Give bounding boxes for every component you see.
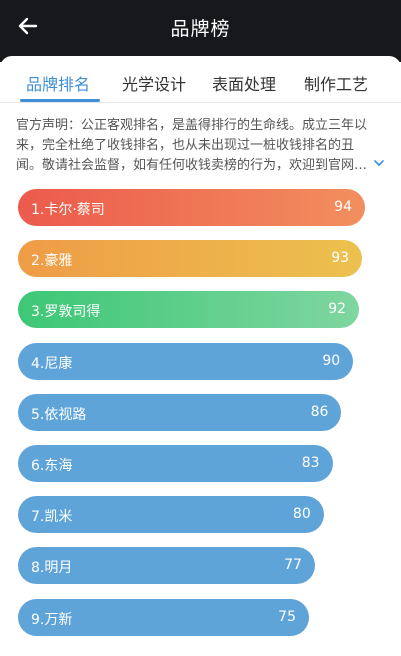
brand-name: 5.依视路 (31, 406, 87, 423)
brand-score: 94 (334, 199, 352, 215)
brand-score: 92 (328, 301, 347, 318)
ranking-bar[interactable]: 3.罗敦司得 92 (18, 291, 360, 329)
ranking-bar[interactable]: 4.尼康 90 (18, 342, 354, 380)
brand-name: 3.罗敦司得 (31, 304, 101, 321)
top-app-bar: 品牌榜 (0, 0, 401, 62)
tab-brand-ranking[interactable]: 品牌排名 (26, 75, 91, 94)
brand-name: 1.卡尔·蔡司 (31, 202, 105, 218)
brand-name: 4.尼康 (31, 355, 73, 372)
page-title: 品牌榜 (170, 18, 231, 40)
brand-name: 2.豪雅 (31, 253, 73, 270)
ranking-bar[interactable]: 6.东海 83 (18, 445, 333, 482)
brand-score: 83 (301, 455, 320, 471)
brand-score: 86 (310, 403, 329, 420)
brand-name: 9.万新 (31, 611, 73, 628)
brand-score: 80 (292, 506, 311, 523)
brand-score: 93 (331, 250, 350, 267)
official-statement: 官方声明：公正客观排名，是盖得排行的生命线。成立三年以 来，完全杜绝了收钱排名，… (16, 116, 386, 176)
brand-name: 8.明月 (31, 560, 73, 577)
tab-surface-treatment[interactable]: 表面处理 (212, 75, 277, 94)
ranking-bar[interactable]: 8.明月 77 (18, 547, 315, 585)
ranking-bar[interactable]: 5.依视路 86 (18, 393, 342, 431)
brand-name: 7.凯米 (31, 509, 73, 526)
brand-score: 77 (284, 557, 302, 574)
ranking-bar[interactable]: 9.万新 75 (18, 598, 309, 636)
ranking-bar[interactable]: 1.卡尔·蔡司 94 (18, 189, 365, 226)
back-button[interactable] (10, 10, 46, 42)
brand-score: 90 (322, 352, 341, 369)
tab-optical-design[interactable]: 光学设计 (122, 75, 187, 94)
statement-line: 来，完全杜绝了收钱排名，也从未出现过一桩收钱排名的丑 (16, 138, 355, 153)
brand-score: 75 (278, 608, 296, 625)
brand-name: 6.东海 (31, 458, 73, 474)
tab-craftsmanship[interactable]: 制作工艺 (304, 75, 369, 94)
arrow-left-icon (18, 17, 38, 35)
ranking-bar[interactable]: 7.凯米 80 (18, 496, 324, 534)
chevron-down-icon[interactable] (372, 157, 386, 169)
active-tab-indicator (20, 99, 100, 102)
statement-line: 官方声明：公正客观排名，是盖得排行的生命线。成立三年以 (16, 118, 368, 133)
statement-line: 闻。敬请社会监督，如有任何收钱卖榜的行为，欢迎到官网… (16, 158, 368, 173)
ranking-bar[interactable]: 2.豪雅 93 (18, 240, 363, 278)
tab-bar: 品牌排名 光学设计 表面处理 制作工艺 (0, 56, 401, 103)
